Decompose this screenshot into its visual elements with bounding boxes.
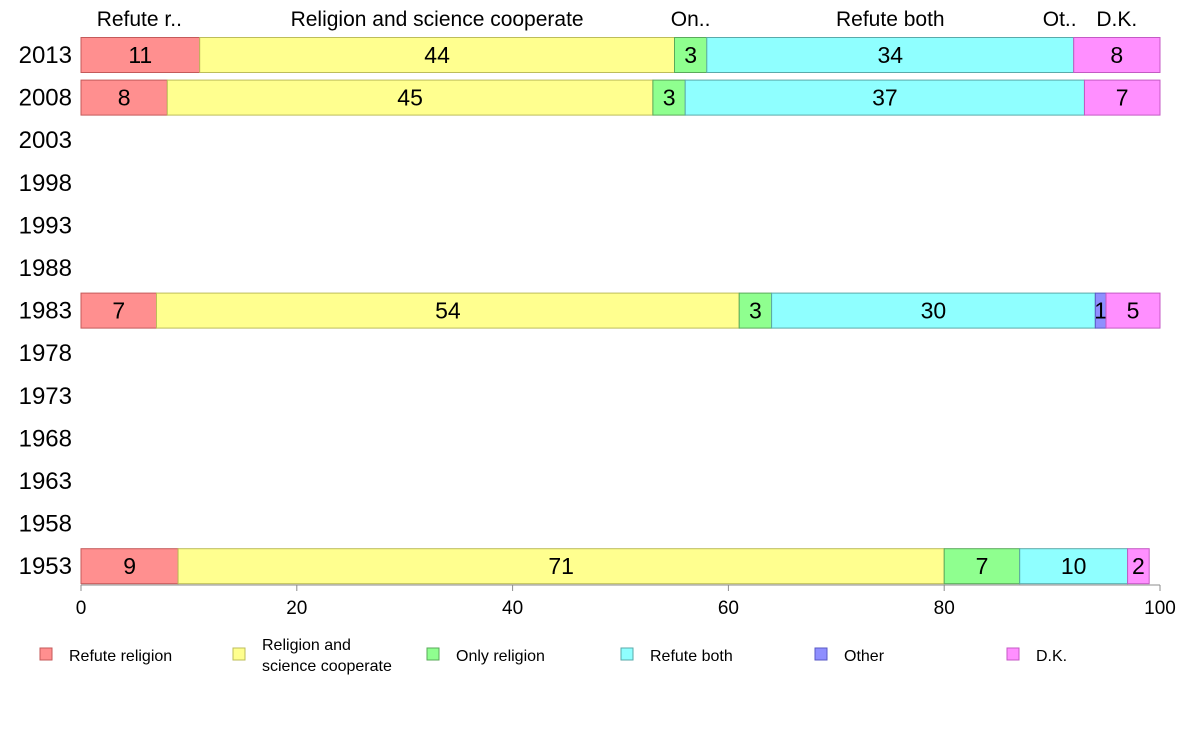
value-label-2013-refute-religion: 11 <box>128 42 152 68</box>
value-label-1953-d-k-: 2 <box>1132 553 1145 579</box>
year-label-2003: 2003 <box>19 127 72 154</box>
year-label-1953: 1953 <box>19 553 72 580</box>
bar-2013-refute-religion <box>80 37 201 73</box>
year-label-1988: 1988 <box>19 255 72 282</box>
legend-label-only-religion: Only religion <box>456 648 545 665</box>
x-tick-label-0: 0 <box>76 598 87 619</box>
value-label-2013-religion-and-science-cooperate: 44 <box>424 42 450 68</box>
value-label-1953-refute-religion: 9 <box>123 553 136 579</box>
value-label-2013-d-k-: 8 <box>1110 42 1123 68</box>
bar-2013-d-k- <box>1073 37 1161 73</box>
value-label-1983-refute-religion: 7 <box>112 298 125 324</box>
top-series-labels: Refute r.. Religion and science cooperate… <box>97 8 1138 31</box>
value-label-2008-refute-religion: 8 <box>118 85 131 111</box>
legend: Refute religion Religion and science coope… <box>39 637 1067 675</box>
x-tick-label-80: 80 <box>934 598 955 619</box>
legend-item-other: Other <box>814 647 885 665</box>
x-axis: 0 20 40 60 80 100 <box>76 584 1176 619</box>
legend-label-other: Other <box>844 648 885 665</box>
value-label-1983-religion-and-science-cooperate: 54 <box>435 298 461 324</box>
bar-2008-refute-both <box>684 79 1085 116</box>
value-label-1983-only-religion: 3 <box>749 298 762 324</box>
value-label-2008-religion-and-science-cooperate: 45 <box>397 85 423 111</box>
x-tick-label-60: 60 <box>718 598 739 619</box>
legend-swatch-religion-and-science-cooperate <box>232 647 246 661</box>
year-label-1993: 1993 <box>19 212 72 239</box>
value-label-2008-d-k-: 7 <box>1116 85 1129 111</box>
legend-item-only-religion: Only religion <box>426 647 545 665</box>
top-label-d-k-: D.K. <box>1096 8 1137 31</box>
year-label-1973: 1973 <box>19 383 72 410</box>
year-label-1963: 1963 <box>19 468 72 495</box>
legend-swatch-d-k- <box>1006 647 1020 661</box>
bar-2008-religion-and-science-cooperate <box>166 79 654 116</box>
bar-2008-only-religion <box>652 79 686 116</box>
value-label-2013-only-religion: 3 <box>684 42 697 68</box>
legend-item-religion-and-science-cooperate: Religion and science cooperate <box>232 637 392 675</box>
legend-label-refute-both: Refute both <box>650 648 733 665</box>
year-label-1983: 1983 <box>19 298 72 325</box>
value-label-1983-refute-both: 30 <box>921 298 947 324</box>
bar-1983-religion-and-science-cooperate <box>156 292 740 329</box>
value-label-2013-refute-both: 34 <box>878 42 904 68</box>
legend-label-religion-and-science-cooperate-line-1: Religion and <box>262 637 351 654</box>
value-label-2008-only-religion: 3 <box>663 85 676 111</box>
bars-group: 11 44 3 34 8 8 45 3 37 7 7 54 3 30 1 5 9 71 7 10 2 <box>80 37 1161 585</box>
legend-item-d-k-: D.K. <box>1006 647 1067 665</box>
bar-2008-d-k- <box>1084 79 1161 116</box>
value-label-1953-only-religion: 7 <box>976 553 989 579</box>
bar-1983-d-k- <box>1105 292 1161 329</box>
bar-2013-only-religion <box>674 37 708 73</box>
legend-swatch-refute-religion <box>39 647 53 661</box>
year-label-2008: 2008 <box>19 85 72 112</box>
top-label-other: Ot.. <box>1043 8 1077 31</box>
legend-swatch-other <box>814 647 828 661</box>
top-label-religion-and-science-cooperate: Religion and science cooperate <box>291 8 584 31</box>
year-label-2013: 2013 <box>19 42 72 69</box>
legend-label-d-k-: D.K. <box>1036 648 1067 665</box>
legend-label-refute-religion: Refute religion <box>69 648 172 665</box>
bar-2013-religion-and-science-cooperate <box>199 37 675 73</box>
x-tick-label-40: 40 <box>502 598 523 619</box>
bar-1953-refute-both <box>1019 548 1129 585</box>
legend-item-refute-religion: Refute religion <box>39 647 172 665</box>
value-label-1983-other: 1 <box>1094 298 1107 324</box>
top-label-only-religion: On.. <box>671 8 711 31</box>
value-label-1953-religion-and-science-cooperate: 71 <box>548 553 574 579</box>
value-label-2008-refute-both: 37 <box>872 85 898 111</box>
bar-1983-only-religion <box>738 292 773 329</box>
top-label-refute-religion: Refute r.. <box>97 8 182 31</box>
y-axis-category-labels: 2013 2008 2003 1998 1993 1988 1983 1978 1973 1968… <box>19 42 72 580</box>
x-tick-label-100: 100 <box>1144 598 1176 619</box>
legend-item-refute-both: Refute both <box>620 647 733 665</box>
legend-label-religion-and-science-cooperate-line-2: science cooperate <box>262 658 392 675</box>
top-label-refute-both: Refute both <box>836 8 945 31</box>
bar-1983-refute-both <box>771 292 1096 329</box>
bar-1953-d-k- <box>1127 548 1150 585</box>
bar-1953-only-religion <box>943 548 1021 585</box>
bar-2013-refute-both <box>706 37 1075 73</box>
year-label-1958: 1958 <box>19 511 72 538</box>
year-label-1998: 1998 <box>19 170 72 197</box>
legend-swatch-refute-both <box>620 647 634 661</box>
x-tick-label-20: 20 <box>286 598 307 619</box>
legend-swatch-only-religion <box>426 647 440 661</box>
value-label-1953-refute-both: 10 <box>1061 553 1087 579</box>
bar-2008-refute-religion <box>80 79 168 116</box>
value-label-1983-d-k-: 5 <box>1127 298 1140 324</box>
year-label-1968: 1968 <box>19 425 72 452</box>
year-label-1978: 1978 <box>19 340 72 367</box>
